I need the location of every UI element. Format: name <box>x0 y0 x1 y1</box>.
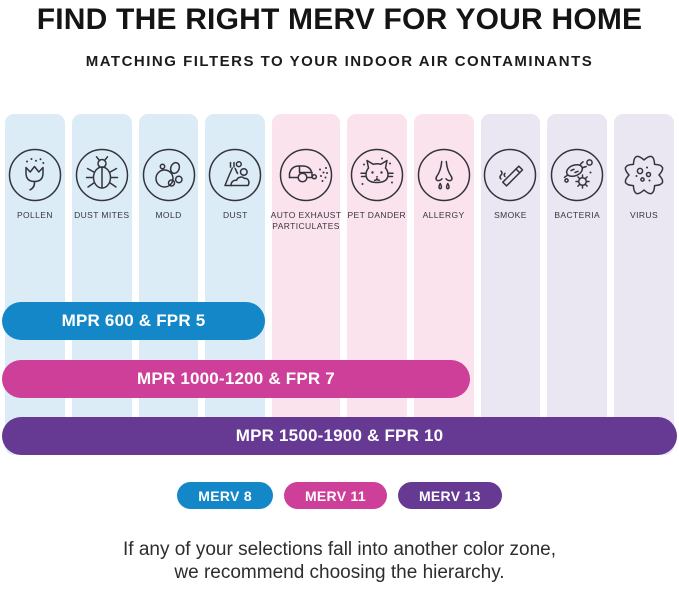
page-title: FIND THE RIGHT MERV FOR YOUR HOME <box>36 3 643 36</box>
column-auto-exhaust: AUTO EXHAUST PARTICULATES <box>271 114 341 455</box>
mold-icon <box>142 148 195 202</box>
column-dust: DUST <box>205 114 266 455</box>
footer-note: If any of your selections fall into anot… <box>0 538 679 584</box>
column-allergy: ALLERGY <box>413 114 474 455</box>
column-label: POLLEN <box>16 210 53 220</box>
column-pet-dander: PET DANDER <box>346 114 407 455</box>
column-label: DUST <box>222 210 248 220</box>
column-label: MOLD <box>155 210 182 220</box>
column-bacteria: BACTERIA <box>547 114 608 455</box>
mpr-bar-merv8: MPR 600 & FPR 5 <box>2 302 265 340</box>
merv-legend: MERV 8 MERV 11 MERV 13 <box>0 482 679 509</box>
dust-mites-icon <box>75 148 128 202</box>
allergy-icon <box>417 148 470 202</box>
contaminant-columns: POLLEN DUST MITES <box>0 114 679 455</box>
column-label: SMOKE <box>494 210 527 220</box>
footer-line-2: we recommend choosing the hierarchy. <box>174 562 505 583</box>
legend-pill-merv8: MERV 8 <box>177 482 273 509</box>
column-label: VIRUS <box>630 210 659 220</box>
virus-icon <box>624 155 664 195</box>
footer-line-1: If any of your selections fall into anot… <box>122 539 557 560</box>
dust-icon <box>209 148 262 202</box>
column-virus: VIRUS <box>614 114 674 455</box>
column-label: BACTERIA <box>554 210 601 220</box>
column-label: PET DANDER <box>347 210 407 220</box>
pet-dander-icon <box>350 148 404 202</box>
legend-pill-merv11: MERV 11 <box>283 482 387 509</box>
column-label: AUTO EXHAUST PARTICULATES <box>270 210 342 232</box>
contaminant-chart: POLLEN DUST MITES <box>0 114 679 455</box>
column-dust-mites: DUST MITES <box>71 114 132 455</box>
bacteria-icon <box>550 148 604 202</box>
column-label: DUST MITES <box>74 210 130 220</box>
column-smoke: SMOKE <box>480 114 541 455</box>
column-label: ALLERGY <box>422 210 465 220</box>
legend-pill-merv13: MERV 13 <box>397 482 502 509</box>
mpr-bar-merv13: MPR 1500-1900 & FPR 10 <box>2 417 677 455</box>
pollen-icon <box>8 148 62 202</box>
column-mold: MOLD <box>138 114 199 455</box>
mpr-bar-merv11: MPR 1000-1200 & FPR 7 <box>2 360 470 398</box>
auto-exhaust-icon <box>279 148 333 202</box>
column-pollen: POLLEN <box>5 114 65 455</box>
smoke-icon <box>484 148 537 202</box>
page-subtitle: MATCHING FILTERS TO YOUR INDOOR AIR CONT… <box>85 53 594 70</box>
